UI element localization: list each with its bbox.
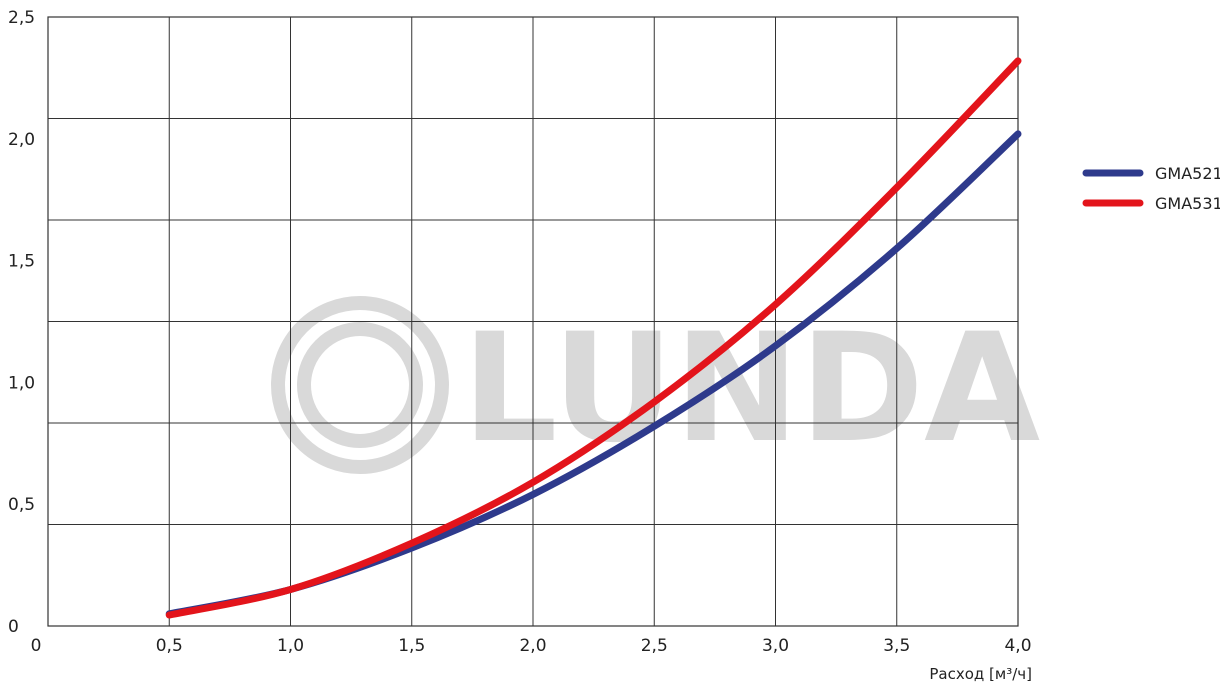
x-tick-label: 3,5: [883, 636, 910, 656]
y-tick-labels: 0 0,5 1,0 1,5 2,0 2,5: [8, 8, 35, 637]
legend-label-gma531: GMA531: [1155, 194, 1220, 213]
x-tick-label: 1,5: [398, 636, 425, 656]
x-tick-label: 2,5: [641, 636, 668, 656]
y-tick-label: 2,0: [8, 130, 35, 150]
y-tick-label: 0,5: [8, 495, 35, 515]
x-tick-label: 0,5: [156, 636, 183, 656]
x-tick-labels: 0 0,5 1,0 1,5 2,0 2,5 3,0 3,5 4,0: [31, 636, 1032, 656]
watermark-logo: LUNDA: [271, 296, 1040, 476]
legend: GMA521 GMA531: [1082, 164, 1220, 213]
series-line-gma531: [165, 57, 1022, 619]
y-tick-label: 2,5: [8, 8, 35, 28]
x-tick-label: 3,0: [762, 636, 789, 656]
watermark-text: LUNDA: [462, 302, 1040, 476]
y-tick-label: 1,5: [8, 252, 35, 272]
y-tick-label: 1,0: [8, 373, 35, 393]
y-tick-label: 0: [8, 617, 19, 637]
x-tick-label: 2,0: [519, 636, 546, 656]
grid: [47, 16, 1019, 627]
x-tick-label: 0: [31, 636, 42, 656]
x-axis-title: Расход [м³/ч]: [929, 665, 1032, 683]
legend-label-gma521: GMA521: [1155, 164, 1220, 183]
x-tick-label: 1,0: [277, 636, 304, 656]
series-layer: [165, 57, 1022, 619]
x-tick-label: 4,0: [1004, 636, 1031, 656]
